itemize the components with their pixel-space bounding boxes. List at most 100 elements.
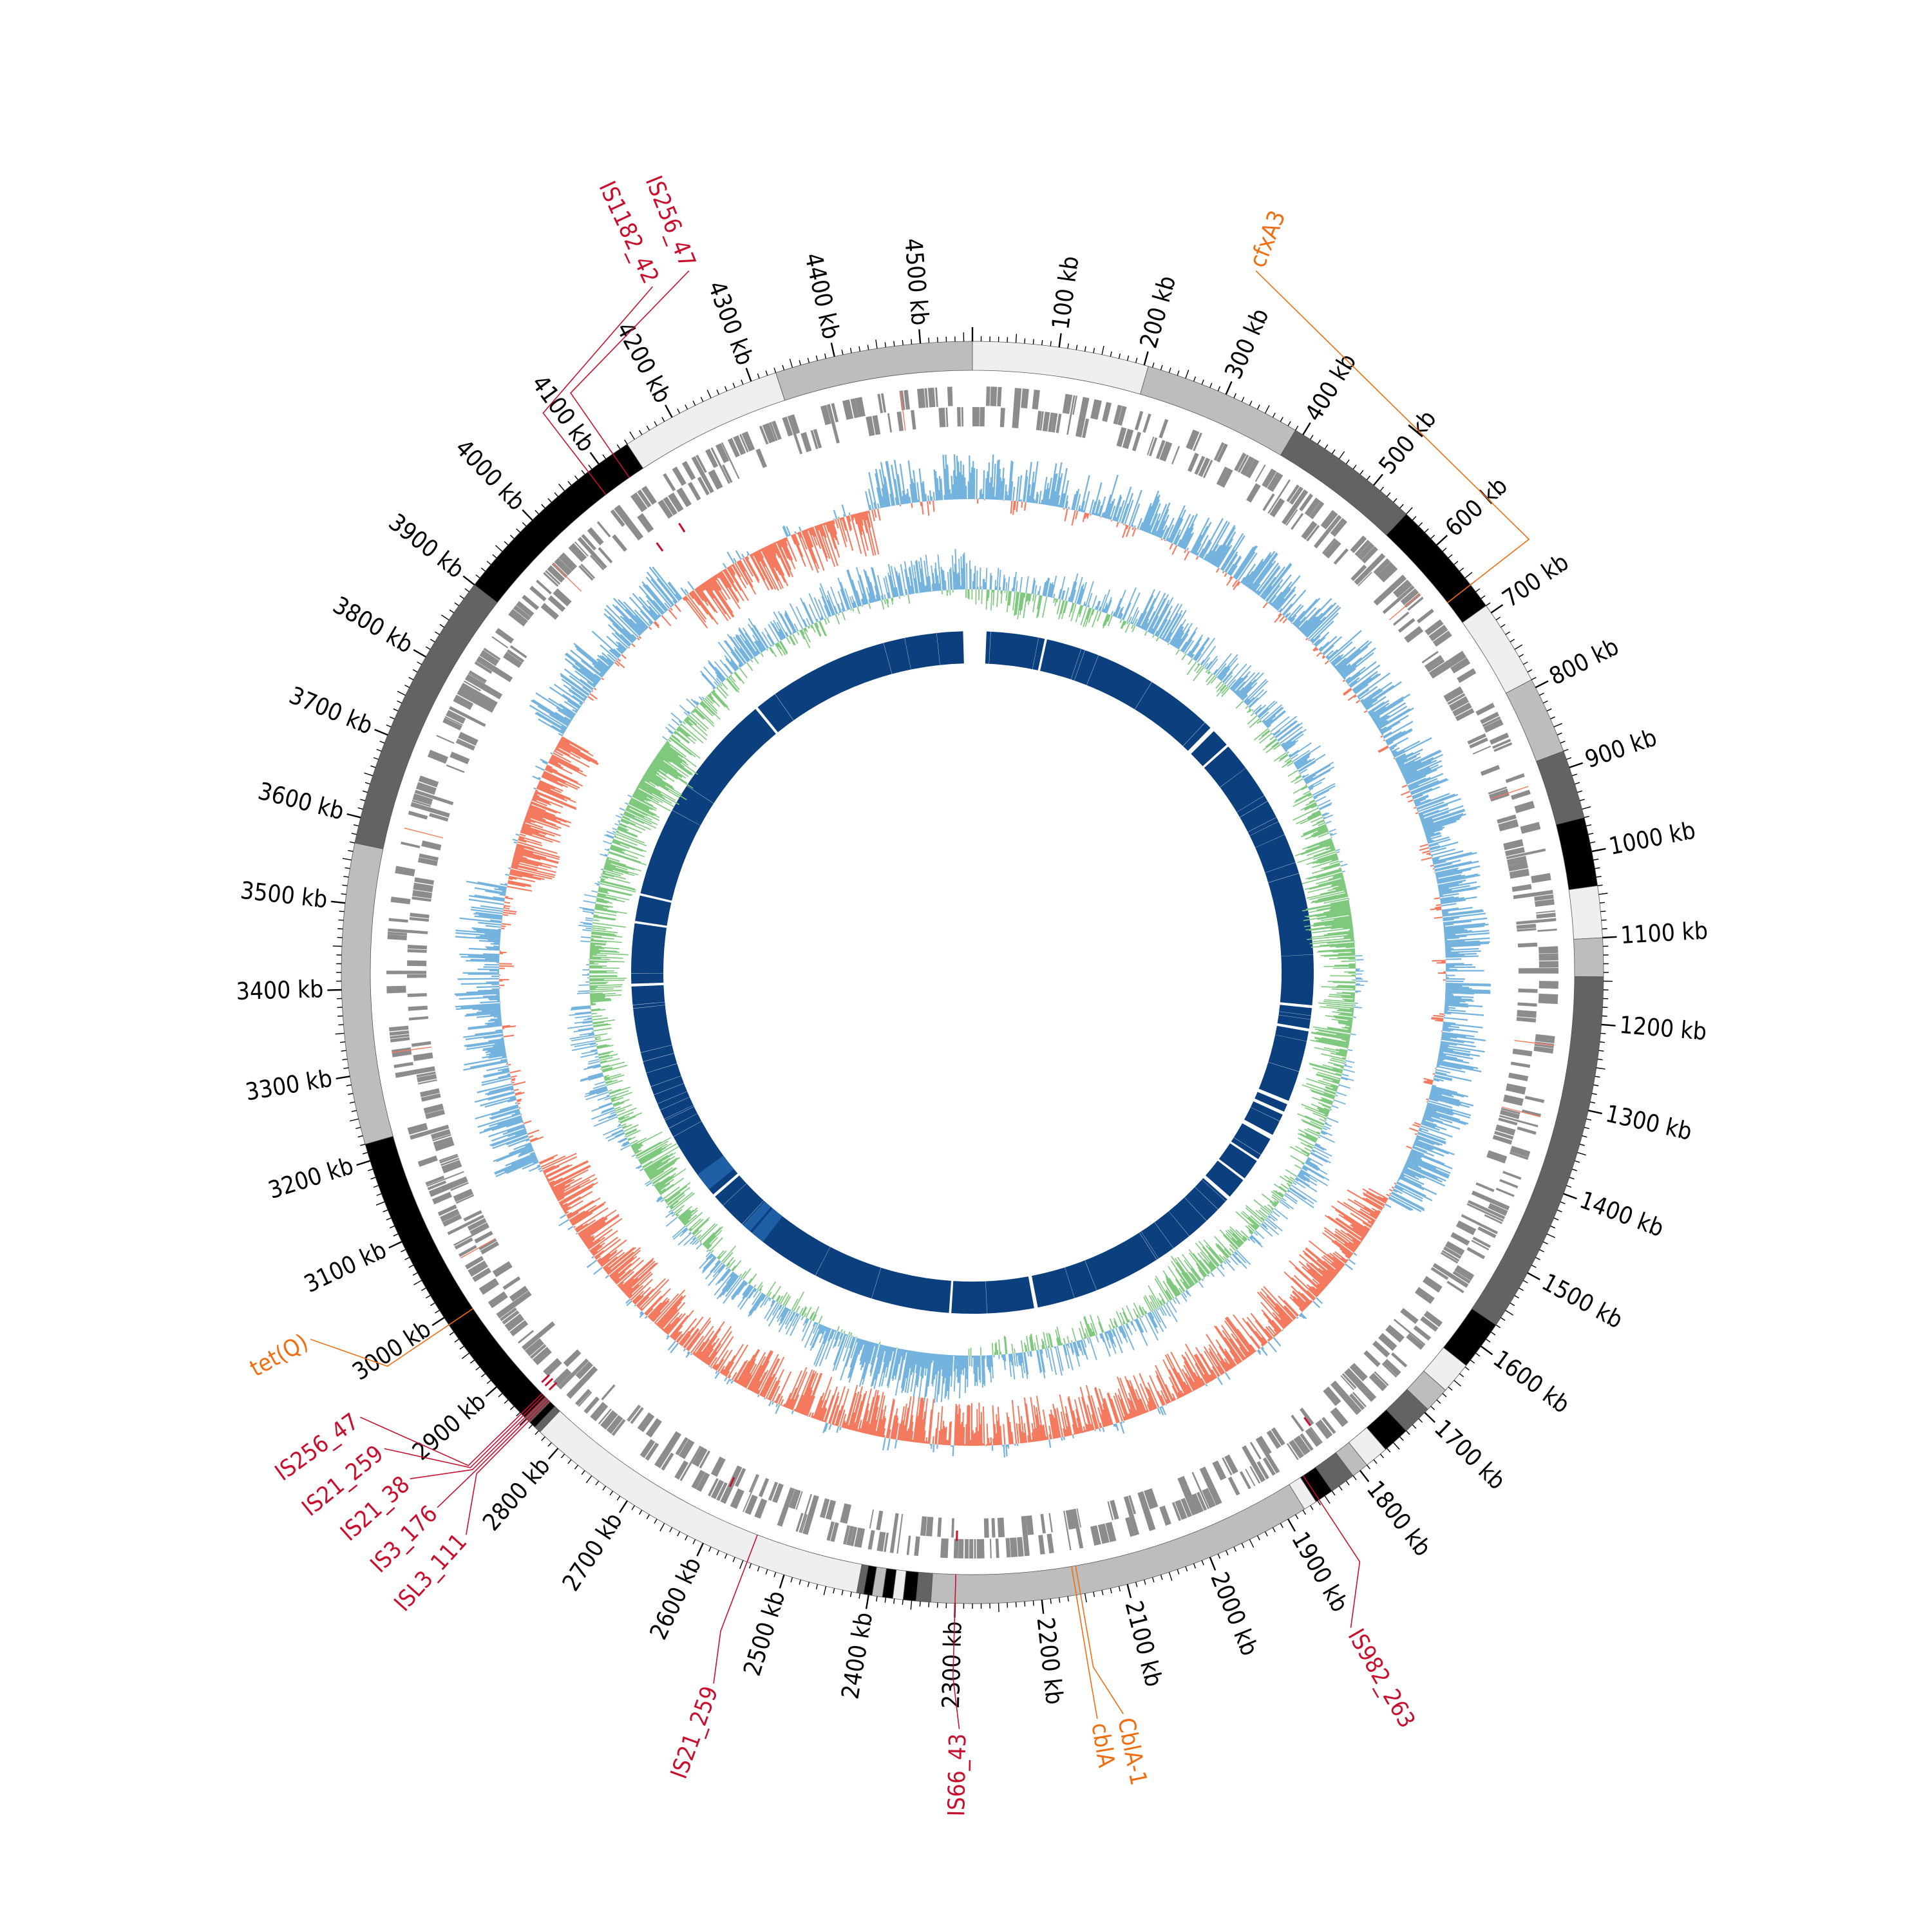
tick-mark bbox=[639, 430, 643, 435]
tick-mark bbox=[1412, 1424, 1417, 1429]
tick-mark bbox=[547, 1448, 559, 1460]
tick-mark bbox=[357, 1135, 363, 1138]
tick-mark bbox=[659, 1523, 665, 1531]
tick-mark bbox=[522, 522, 527, 527]
tick-mark bbox=[677, 1531, 681, 1537]
tick-label: 3200 kb bbox=[265, 1151, 356, 1204]
tick-mark bbox=[1302, 422, 1311, 435]
synteny-block bbox=[715, 1175, 951, 1313]
tick-mark bbox=[765, 370, 768, 376]
synteny-gap bbox=[989, 631, 991, 664]
tick-mark bbox=[480, 1373, 486, 1378]
synteny-block bbox=[1231, 1123, 1271, 1159]
contig-segment bbox=[1505, 679, 1564, 762]
synteny-variant bbox=[743, 1201, 772, 1232]
tick-mark bbox=[1579, 1144, 1585, 1146]
tick-mark bbox=[1084, 1593, 1087, 1603]
tick-mark bbox=[1399, 504, 1404, 509]
synteny-gap bbox=[1255, 834, 1285, 848]
synteny-block bbox=[1040, 639, 1211, 751]
synteny-gap bbox=[723, 1183, 747, 1206]
tick-mark bbox=[469, 1359, 475, 1364]
tick-mark bbox=[1589, 841, 1596, 844]
tick-mark bbox=[1015, 1602, 1017, 1607]
tick-mark bbox=[1550, 1226, 1556, 1229]
rna-feature bbox=[392, 1046, 431, 1053]
tick-mark bbox=[1596, 876, 1602, 878]
tick-mark bbox=[629, 431, 635, 440]
tick-mark bbox=[342, 858, 352, 861]
tick-mark bbox=[449, 609, 455, 614]
contig-segment bbox=[1568, 885, 1603, 940]
tick-mark bbox=[1553, 1217, 1559, 1221]
tick-label: 3700 kb bbox=[285, 681, 377, 740]
tick-mark bbox=[574, 1464, 579, 1470]
tick-mark bbox=[1317, 439, 1321, 444]
tick-mark bbox=[677, 408, 681, 414]
tick-mark bbox=[348, 1093, 354, 1095]
tick-label: 100 kb bbox=[1046, 254, 1084, 331]
tick-mark bbox=[1143, 351, 1149, 366]
tick-mark bbox=[412, 1272, 418, 1276]
synteny-block bbox=[631, 985, 738, 1195]
tick-mark bbox=[696, 1542, 704, 1557]
synteny-gap bbox=[1184, 1197, 1207, 1221]
tick-mark bbox=[1144, 1579, 1146, 1585]
synteny-gap bbox=[871, 1267, 882, 1299]
tick-mark bbox=[375, 1201, 385, 1206]
synteny-gap bbox=[659, 1097, 690, 1110]
tick-mark bbox=[1486, 1338, 1491, 1343]
tick-mark bbox=[833, 1588, 835, 1594]
tick-mark bbox=[1118, 1586, 1121, 1592]
tick-mark bbox=[1480, 1345, 1493, 1356]
tick-mark bbox=[1597, 1058, 1603, 1061]
tick-mark bbox=[348, 849, 354, 852]
tick-mark bbox=[732, 1557, 735, 1562]
tick-mark bbox=[631, 1505, 635, 1510]
synteny-gap bbox=[985, 1281, 987, 1314]
cds-features bbox=[386, 386, 1559, 1559]
tick-mark bbox=[1168, 367, 1171, 374]
tick-mark bbox=[1359, 1470, 1370, 1482]
tick-mark bbox=[1193, 376, 1197, 382]
tick-mark bbox=[876, 1596, 878, 1602]
tick-mark bbox=[616, 1495, 621, 1501]
tick-label: 900 kb bbox=[1582, 723, 1660, 773]
tick-mark bbox=[1226, 1550, 1229, 1556]
tick-mark bbox=[1553, 723, 1562, 728]
annotation-leader-line bbox=[570, 270, 690, 478]
tick-mark bbox=[1527, 669, 1533, 673]
tick-mark bbox=[716, 1550, 719, 1556]
tick-mark bbox=[1249, 1539, 1255, 1548]
tick-mark bbox=[475, 1366, 480, 1371]
tick-mark bbox=[462, 575, 475, 586]
contig-segment bbox=[341, 842, 393, 1145]
tick-mark bbox=[830, 343, 835, 357]
tick-mark bbox=[1264, 1531, 1268, 1537]
tick-mark bbox=[454, 1338, 459, 1343]
tick-mark bbox=[1557, 1209, 1562, 1213]
tick-label: 1600 kb bbox=[1488, 1345, 1575, 1419]
tick-mark bbox=[1075, 345, 1078, 350]
tick-mark bbox=[516, 1412, 521, 1417]
tick-mark bbox=[1582, 806, 1591, 810]
tick-mark bbox=[1531, 1264, 1537, 1268]
tick-mark bbox=[547, 498, 552, 503]
tick-mark bbox=[1430, 535, 1435, 539]
synteny-gap bbox=[1233, 1137, 1262, 1155]
tick-mark bbox=[1475, 588, 1481, 592]
tick-mark bbox=[1459, 567, 1464, 572]
synteny-block bbox=[1204, 746, 1314, 1005]
tick-mark bbox=[1168, 1571, 1173, 1581]
tick-mark bbox=[865, 1595, 869, 1609]
tick-label: 200 kb bbox=[1135, 272, 1182, 351]
tick-mark bbox=[1510, 639, 1515, 643]
tick-mark bbox=[459, 1345, 464, 1350]
synteny-block bbox=[1191, 731, 1227, 766]
tick-mark bbox=[1331, 449, 1336, 455]
tick-mark bbox=[1569, 762, 1584, 768]
tick-mark bbox=[685, 404, 688, 410]
synteny-gap bbox=[815, 1247, 831, 1276]
tick-mark bbox=[1193, 1563, 1197, 1569]
tick-mark bbox=[1233, 1546, 1236, 1552]
